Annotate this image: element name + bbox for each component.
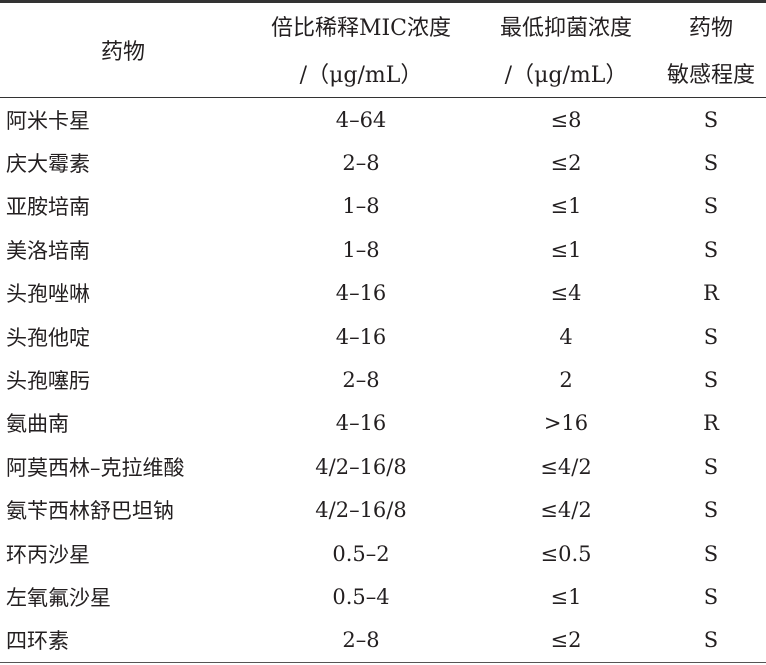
header-drug: 药物: [0, 1, 246, 98]
drug-name: 亚胺培南: [6, 195, 90, 220]
drug-name: 氨苄西林舒巴坦钠: [6, 499, 174, 524]
mic-range: 0.5–2: [332, 541, 390, 566]
mic-range: 1–8: [342, 237, 380, 262]
drug-name: 环丙沙星: [6, 542, 90, 567]
header-mic-range-unit: /（μg/mL）: [246, 49, 476, 98]
mic-value: ≤4: [550, 281, 582, 306]
table-row: 亚胺培南 1–8 ≤1 S: [0, 185, 766, 228]
mic-value: 4: [559, 324, 573, 349]
mic-range: 0.5–4: [332, 584, 390, 609]
table-row: 美洛培南 1–8 ≤1 S: [0, 228, 766, 271]
drug-name: 庆大霉素: [6, 152, 90, 177]
drug-name: 头孢他啶: [6, 325, 90, 350]
table-row: 氨曲南 4–16 >16 R: [0, 402, 766, 445]
mic-value: ≤1: [550, 194, 582, 219]
mic-range: 4/2–16/8: [315, 498, 407, 523]
mic-value: 2: [559, 368, 573, 393]
drug-name: 头孢唑啉: [6, 282, 90, 307]
drug-name: 氨曲南: [6, 412, 69, 437]
sensitivity: S: [703, 368, 719, 393]
mic-range: 4–16: [335, 324, 387, 349]
table-row: 头孢唑啉 4–16 ≤4 R: [0, 272, 766, 315]
sensitivity: S: [703, 541, 719, 566]
table-row: 头孢他啶 4–16 4 S: [0, 315, 766, 358]
sensitivity: S: [703, 324, 719, 349]
mic-value: ≤1: [550, 237, 582, 262]
drug-name: 左氧氟沙星: [6, 585, 111, 610]
table-row: 头孢噻肟 2–8 2 S: [0, 358, 766, 401]
header-mic: 最低抑菌浓度: [499, 16, 632, 41]
header-mic-range: 倍比稀释MIC浓度: [270, 16, 452, 41]
drug-name: 阿莫西林–克拉维酸: [6, 455, 185, 480]
header-mic-unit: /（μg/mL）: [476, 49, 656, 98]
mic-value: ≤2: [476, 618, 656, 664]
drug-name: 阿米卡星: [6, 108, 90, 133]
mic-value: ≤4/2: [540, 498, 592, 523]
table-row: 四环素 2–8 ≤2 S: [0, 618, 766, 664]
mic-value: ≤4/2: [540, 454, 592, 479]
table-row: 环丙沙星 0.5–2 ≤0.5 S: [0, 532, 766, 575]
header-sensitivity: 药物: [688, 16, 733, 41]
drug-name: 头孢噻肟: [6, 369, 90, 394]
sensitivity: S: [703, 584, 719, 609]
sensitivity: S: [703, 194, 719, 219]
drug-name: 四环素: [0, 618, 246, 664]
drug-name: 美洛培南: [6, 238, 90, 263]
sensitivity: S: [703, 107, 719, 132]
header-row-1: 药物 倍比稀释MIC浓度 最低抑菌浓度 药物: [0, 1, 766, 98]
mic-range: 2–8: [342, 151, 380, 176]
mic-range: 4–64: [335, 107, 387, 132]
sensitivity: S: [703, 498, 719, 523]
header-row-2: /（μg/mL） /（μg/mL） 敏感程度: [0, 49, 766, 98]
table-row: 庆大霉素 2–8 ≤2 S: [0, 141, 766, 184]
sensitivity: S: [703, 454, 719, 479]
mic-range: 4–16: [335, 411, 387, 436]
mic-range: 1–8: [342, 194, 380, 219]
sensitivity: R: [703, 411, 719, 436]
sensitivity: S: [656, 618, 766, 664]
sensitivity: R: [703, 281, 719, 306]
sensitivity: S: [703, 237, 719, 262]
mic-value: ≤1: [550, 584, 582, 609]
table-row: 氨苄西林舒巴坦钠 4/2–16/8 ≤4/2 S: [0, 489, 766, 532]
mic-value: ≤0.5: [540, 541, 592, 566]
mic-range: 4–16: [335, 281, 387, 306]
mic-range: 2–8: [342, 368, 380, 393]
table-row: 阿莫西林–克拉维酸 4/2–16/8 ≤4/2 S: [0, 445, 766, 488]
mic-value: ≤2: [550, 151, 582, 176]
mic-value: ≤8: [550, 107, 582, 132]
mic-value: >16: [543, 411, 589, 436]
header-sensitivity-2: 敏感程度: [656, 49, 766, 98]
table-row: 左氧氟沙星 0.5–4 ≤1 S: [0, 575, 766, 618]
mic-range: 2–8: [246, 618, 476, 664]
mic-range: 4/2–16/8: [315, 454, 407, 479]
table-row: 阿米卡星 4–64 ≤8 S: [0, 98, 766, 142]
sensitivity: S: [703, 151, 719, 176]
